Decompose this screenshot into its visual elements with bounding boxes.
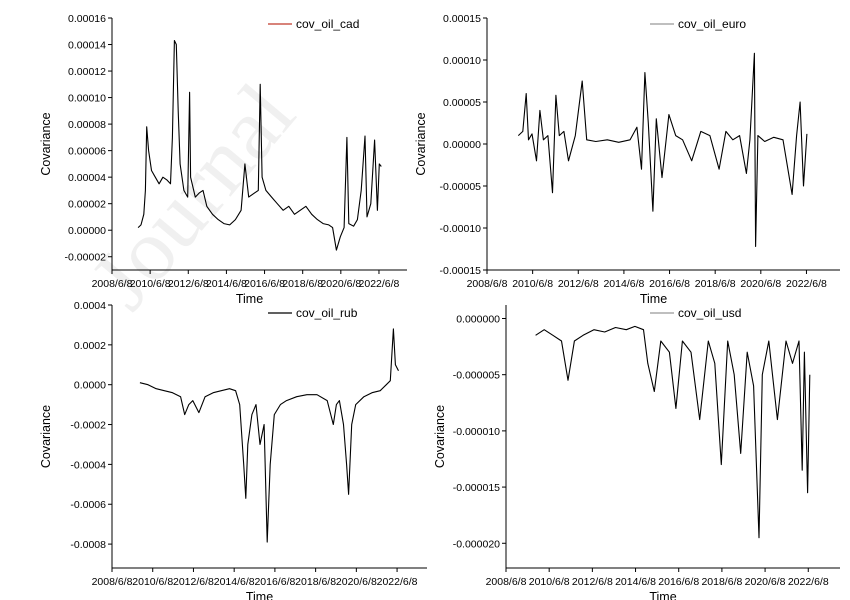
legend: cov_oil_euro	[650, 17, 746, 31]
y-tick-label: 0.00008	[68, 119, 106, 131]
x-axis-label: Time	[649, 590, 676, 600]
y-tick-label: -0.00015	[440, 265, 482, 277]
y-tick-label: 0.00002	[68, 199, 106, 211]
x-tick-label: 2014/6/8	[206, 278, 247, 290]
series-line-cov_oil_usd	[535, 325, 811, 539]
x-tick-label: 2018/6/8	[695, 278, 736, 290]
x-tick-label: 2016/6/8	[649, 278, 690, 290]
x-tick-label: 2020/6/8	[745, 576, 786, 588]
y-tick-label: -0.00005	[440, 181, 482, 193]
x-tick-label: 2016/6/8	[254, 576, 295, 588]
x-tick-label: 2018/6/8	[282, 278, 323, 290]
legend-label: cov_oil_rub	[296, 306, 358, 320]
y-tick-label: 0.0002	[74, 340, 106, 352]
y-tick-label: 0.0000	[74, 380, 106, 392]
x-axis-label: Time	[236, 292, 263, 306]
legend-label: cov_oil_cad	[296, 17, 359, 31]
x-tick-label: 2022/6/8	[788, 576, 829, 588]
y-tick-label: 0.00000	[68, 225, 106, 237]
y-tick-label: 0.00000	[443, 139, 481, 151]
x-tick-label: 2012/6/8	[572, 576, 613, 588]
x-tick-label: 2014/6/8	[214, 576, 255, 588]
chart-panel-cad: -0.00002 0.00000 0.00002 0.00004 0.00006 0.00…	[39, 13, 407, 306]
y-tick-label: -0.00002	[65, 252, 107, 264]
y-tick-label: -0.000010	[453, 426, 500, 438]
x-axis-label: Time	[640, 292, 667, 306]
x-tick-label: 2014/6/8	[615, 576, 656, 588]
y-tick-label: -0.0004	[70, 459, 106, 471]
x-tick-label: 2012/6/8	[558, 278, 599, 290]
x-tick-label: 2012/6/8	[168, 278, 209, 290]
x-tick-label: 2014/6/8	[603, 278, 644, 290]
y-tick-label: -0.0006	[70, 499, 106, 511]
y-tick-label: 0.00015	[443, 13, 481, 25]
y-axis-label: Covariance	[39, 405, 53, 468]
y-tick-label: 0.0004	[74, 300, 106, 312]
x-tick-label: 2008/6/8	[92, 278, 133, 290]
chart-panel-usd: -0.000020 -0.000015 -0.000010 -0.000005 0.00…	[433, 305, 840, 600]
y-tick-label: 0.00016	[68, 13, 106, 25]
x-tick-label: 2018/6/8	[295, 576, 336, 588]
y-tick-label: -0.00010	[440, 223, 482, 235]
y-axis-label: Covariance	[39, 112, 53, 175]
y-tick-label: 0.00010	[68, 93, 106, 105]
x-tick-label: 2022/6/8	[786, 278, 827, 290]
legend: cov_oil_rub	[268, 306, 358, 320]
x-tick-label: 2008/6/8	[486, 576, 527, 588]
y-tick-label: 0.000000	[456, 313, 500, 325]
x-tick-label: 2010/6/8	[130, 278, 171, 290]
x-tick-label: 2020/6/8	[320, 278, 361, 290]
y-tick-label: 0.00005	[443, 97, 481, 109]
y-tick-label: -0.000015	[453, 482, 500, 494]
x-tick-label: 2008/6/8	[92, 576, 133, 588]
x-tick-label: 2022/6/8	[359, 278, 400, 290]
x-tick-label: 2016/6/8	[658, 576, 699, 588]
legend-label: cov_oil_usd	[678, 306, 741, 320]
y-tick-label: 0.00012	[68, 66, 106, 78]
legend: cov_oil_cad	[268, 17, 359, 31]
series-line-cov_oil_euro	[517, 52, 808, 248]
x-tick-label: 2022/6/8	[377, 576, 418, 588]
x-tick-label: 2010/6/8	[529, 576, 570, 588]
x-tick-label: 2018/6/8	[701, 576, 742, 588]
x-tick-label: 2016/6/8	[244, 278, 285, 290]
x-tick-label: 2012/6/8	[173, 576, 214, 588]
chart-panel-rub: -0.0008 -0.0006 -0.0004 -0.0002 0.0000 0.0002…	[39, 300, 427, 600]
x-tick-label: 2010/6/8	[132, 576, 173, 588]
y-tick-label: 0.00004	[68, 172, 106, 184]
x-tick-label: 2008/6/8	[467, 278, 508, 290]
y-tick-label: -0.000020	[453, 538, 500, 550]
y-tick-label: 0.00010	[443, 55, 481, 67]
series-line-cov_oil_cad	[137, 39, 382, 251]
x-tick-label: 2020/6/8	[740, 278, 781, 290]
x-axis-label: Time	[246, 590, 273, 600]
legend: cov_oil_usd	[650, 306, 741, 320]
y-tick-label: -0.0008	[70, 539, 106, 551]
x-tick-label: 2020/6/8	[336, 576, 377, 588]
x-tick-label: 2010/6/8	[512, 278, 553, 290]
legend-label: cov_oil_euro	[678, 17, 746, 31]
chart-panel-euro: -0.00015 -0.00010 -0.00005 0.00000 0.00005 0.…	[414, 13, 840, 306]
y-tick-label: 0.00006	[68, 146, 106, 158]
y-tick-label: -0.000005	[453, 370, 500, 382]
y-tick-label: -0.0002	[70, 420, 106, 432]
y-axis-label: Covariance	[433, 405, 447, 468]
y-axis-label: Covariance	[414, 112, 428, 175]
series-line-cov_oil_rub	[139, 328, 399, 543]
y-tick-label: 0.00014	[68, 40, 106, 52]
